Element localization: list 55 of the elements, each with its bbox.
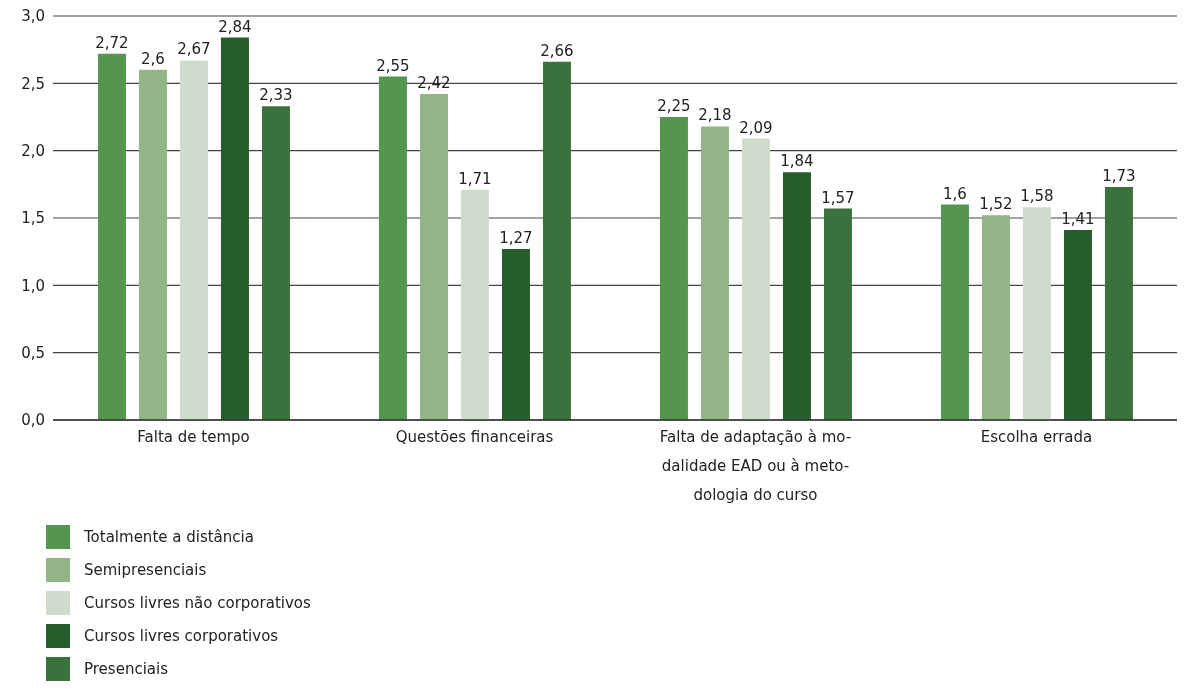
- x-tick-label: Escolha errada: [980, 428, 1093, 446]
- bar: [220, 37, 249, 420]
- bar: [940, 204, 969, 420]
- data-label: 1,71: [458, 169, 492, 188]
- data-label: 1,6: [943, 184, 967, 203]
- bar: [460, 189, 489, 420]
- data-label: 2,18: [698, 106, 732, 125]
- data-label: 1,27: [499, 228, 533, 247]
- legend-label: Cursos livres corporativos: [84, 626, 279, 645]
- bar: [501, 248, 530, 420]
- data-label: 2,66: [540, 41, 574, 60]
- data-label: 2,55: [376, 56, 410, 75]
- bar: [823, 208, 852, 420]
- bar: [981, 215, 1010, 420]
- data-label: 1,57: [821, 188, 855, 207]
- x-tick-label: Falta de adaptação à mo- dalidade EAD ou à meto- dologia do curso: [659, 428, 852, 504]
- bar: [261, 106, 290, 420]
- data-label: 2,09: [739, 118, 773, 137]
- legend-label: Presenciais: [84, 659, 168, 678]
- data-label: 1,52: [979, 195, 1013, 214]
- data-label: 2,67: [177, 40, 211, 59]
- bar: [782, 172, 811, 420]
- bar: [1022, 207, 1051, 420]
- data-label: 2,33: [259, 86, 293, 105]
- y-tick-label: 3,0: [21, 7, 45, 26]
- y-tick-label: 1,5: [21, 209, 45, 228]
- bar: [700, 126, 729, 420]
- bar: [542, 61, 571, 420]
- legend-label: Totalmente a distância: [84, 527, 254, 546]
- bar: [741, 138, 770, 420]
- bar: [138, 69, 167, 420]
- y-tick-label: 0,5: [21, 343, 45, 362]
- bar: [1063, 230, 1092, 420]
- bar: [97, 53, 126, 420]
- y-tick-label: 1,0: [21, 276, 45, 295]
- data-label: 2,6: [141, 49, 165, 68]
- bar: [179, 60, 208, 420]
- data-label: 2,25: [657, 97, 691, 115]
- bar: [1104, 187, 1133, 420]
- legend-label: Semipresenciais: [84, 560, 207, 579]
- x-tick-label: Falta de tempo: [137, 428, 250, 446]
- bar: [378, 76, 407, 420]
- y-tick-label: 2,5: [21, 74, 45, 93]
- data-label: 2,72: [95, 33, 129, 52]
- data-label: 2,84: [218, 17, 252, 36]
- data-label: 1,73: [1102, 167, 1136, 186]
- bar: [419, 94, 448, 420]
- y-tick-label: 2,0: [21, 141, 45, 160]
- bar: [659, 117, 688, 420]
- y-tick-label: 0,0: [21, 411, 45, 430]
- data-label: 1,41: [1061, 210, 1095, 229]
- data-label: 1,58: [1020, 187, 1054, 206]
- legend-label: Cursos livres não corporativos: [84, 593, 311, 612]
- data-label: 1,84: [780, 152, 814, 171]
- x-tick-label: Questões financeiras: [395, 428, 554, 446]
